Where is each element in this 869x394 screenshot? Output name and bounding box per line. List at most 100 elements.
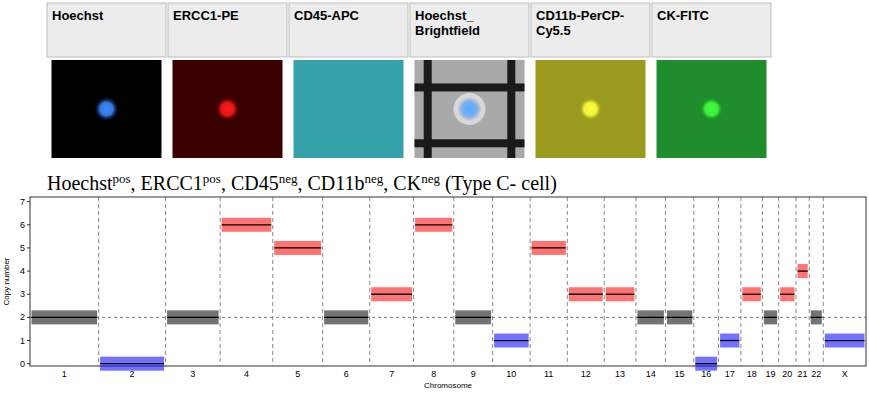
- bin-cloud: [667, 310, 692, 324]
- bin-cloud: [455, 310, 491, 324]
- panel-label: ERCC1-PE: [173, 8, 239, 23]
- panel-header: [410, 3, 529, 57]
- segment: [274, 247, 321, 248]
- caption-text: , CK: [383, 172, 421, 194]
- chromosome-label: 17: [725, 369, 735, 379]
- y-tick: [27, 317, 30, 318]
- y-tick: [27, 294, 30, 295]
- cell-image: [415, 60, 525, 158]
- segment: [811, 317, 822, 318]
- bin-cloud: [371, 287, 412, 301]
- label-line: Hoechst: [52, 8, 104, 23]
- segment: [324, 317, 368, 318]
- bin-cloud: [825, 334, 865, 348]
- y-tick-label: 7: [20, 197, 25, 207]
- panel-header: [531, 3, 650, 57]
- cell-image: [52, 60, 162, 158]
- panel-header: [652, 3, 771, 57]
- bin-cloud: [637, 310, 663, 324]
- chromosome-boundary: [823, 197, 824, 366]
- chromosome-boundary: [322, 197, 323, 366]
- caption-sup: neg: [365, 171, 384, 186]
- chromosome-label: 4: [244, 369, 249, 379]
- cell: [95, 97, 119, 121]
- cell-image: [536, 60, 646, 158]
- chromosome-boundary: [778, 197, 779, 366]
- y-tick: [27, 363, 30, 364]
- plot-frame: [30, 197, 866, 366]
- y-tick: [27, 224, 30, 225]
- bin-cloud: [764, 310, 777, 324]
- segment: [532, 247, 566, 248]
- y-tick: [27, 271, 30, 272]
- chromosome-label: 20: [782, 369, 792, 379]
- chromosome-label: 5: [295, 369, 300, 379]
- chromosome-label: 14: [646, 369, 656, 379]
- bin-cloud: [167, 310, 219, 324]
- chromosome-boundary: [413, 197, 414, 366]
- chromosome-label: X: [842, 369, 848, 379]
- segment: [637, 317, 663, 318]
- segment: [720, 340, 739, 341]
- cell: [458, 97, 482, 121]
- segment: [667, 317, 692, 318]
- bin-cloud: [720, 334, 739, 348]
- segment: [494, 340, 528, 341]
- cell-halo: [454, 93, 486, 125]
- bin-cloud: [742, 287, 760, 301]
- caption-sup: neg: [279, 171, 298, 186]
- segment: [742, 294, 760, 295]
- label-line: ERCC1-PE: [173, 8, 239, 23]
- bin-cloud: [494, 334, 528, 348]
- segment: [695, 363, 717, 364]
- segment: [371, 294, 412, 295]
- chromosome-boundary: [718, 197, 719, 366]
- chromosome-label: 15: [675, 369, 685, 379]
- bin-cloud: [811, 310, 822, 324]
- chromosome-label: 16: [701, 369, 711, 379]
- bin-cloud: [324, 310, 368, 324]
- chromosome-label: 22: [811, 369, 821, 379]
- chromosome-boundary: [272, 197, 273, 366]
- segment: [764, 317, 777, 318]
- cell: [700, 97, 724, 121]
- chromosome-label: 9: [471, 369, 476, 379]
- panel-label: CD45-APC: [294, 8, 360, 23]
- chromosome-label: 11: [544, 369, 553, 379]
- panel-label: CD11b-PerCP-Cy5.5: [536, 8, 624, 38]
- segment: [167, 317, 219, 318]
- chromosome-label: 19: [766, 369, 776, 379]
- chromosome-boundary: [492, 197, 493, 366]
- cell-image: [657, 60, 767, 158]
- segment: [100, 363, 164, 364]
- y-tick-label: 3: [20, 289, 25, 299]
- segment: [780, 294, 794, 295]
- chromosome-boundary: [693, 197, 694, 366]
- y-tick-label: 6: [20, 220, 25, 230]
- chromosome-boundary: [165, 197, 166, 366]
- caption-sup: pos: [203, 171, 221, 186]
- caption-text: , CD11b: [298, 172, 365, 194]
- chromosome-boundary: [453, 197, 454, 366]
- segment: [32, 317, 98, 318]
- chromosome-boundary: [796, 197, 797, 366]
- segment: [415, 224, 452, 225]
- y-tick: [27, 247, 30, 248]
- caption: Hoechstpos, ERCC1pos, CD45neg, CD11bneg,…: [47, 171, 557, 195]
- grid-bar: [415, 83, 525, 91]
- chromosome-boundary: [762, 197, 763, 366]
- chromosome-label: 10: [506, 369, 516, 379]
- chromosome-label: 2: [130, 369, 135, 379]
- chromosome-label: 3: [190, 369, 195, 379]
- bin-cloud: [780, 287, 794, 301]
- bin-cloud: [274, 241, 321, 255]
- y-tick-label: 0: [20, 359, 25, 369]
- chromosome-boundary: [369, 197, 370, 366]
- caption-text: Hoechst: [47, 172, 113, 194]
- panel-header: [168, 3, 287, 57]
- segment: [798, 270, 808, 271]
- label-line: Cy5.5: [536, 23, 571, 38]
- chromosome-boundary: [530, 197, 531, 366]
- cell-image: [173, 60, 283, 158]
- bin-cloud: [32, 310, 98, 324]
